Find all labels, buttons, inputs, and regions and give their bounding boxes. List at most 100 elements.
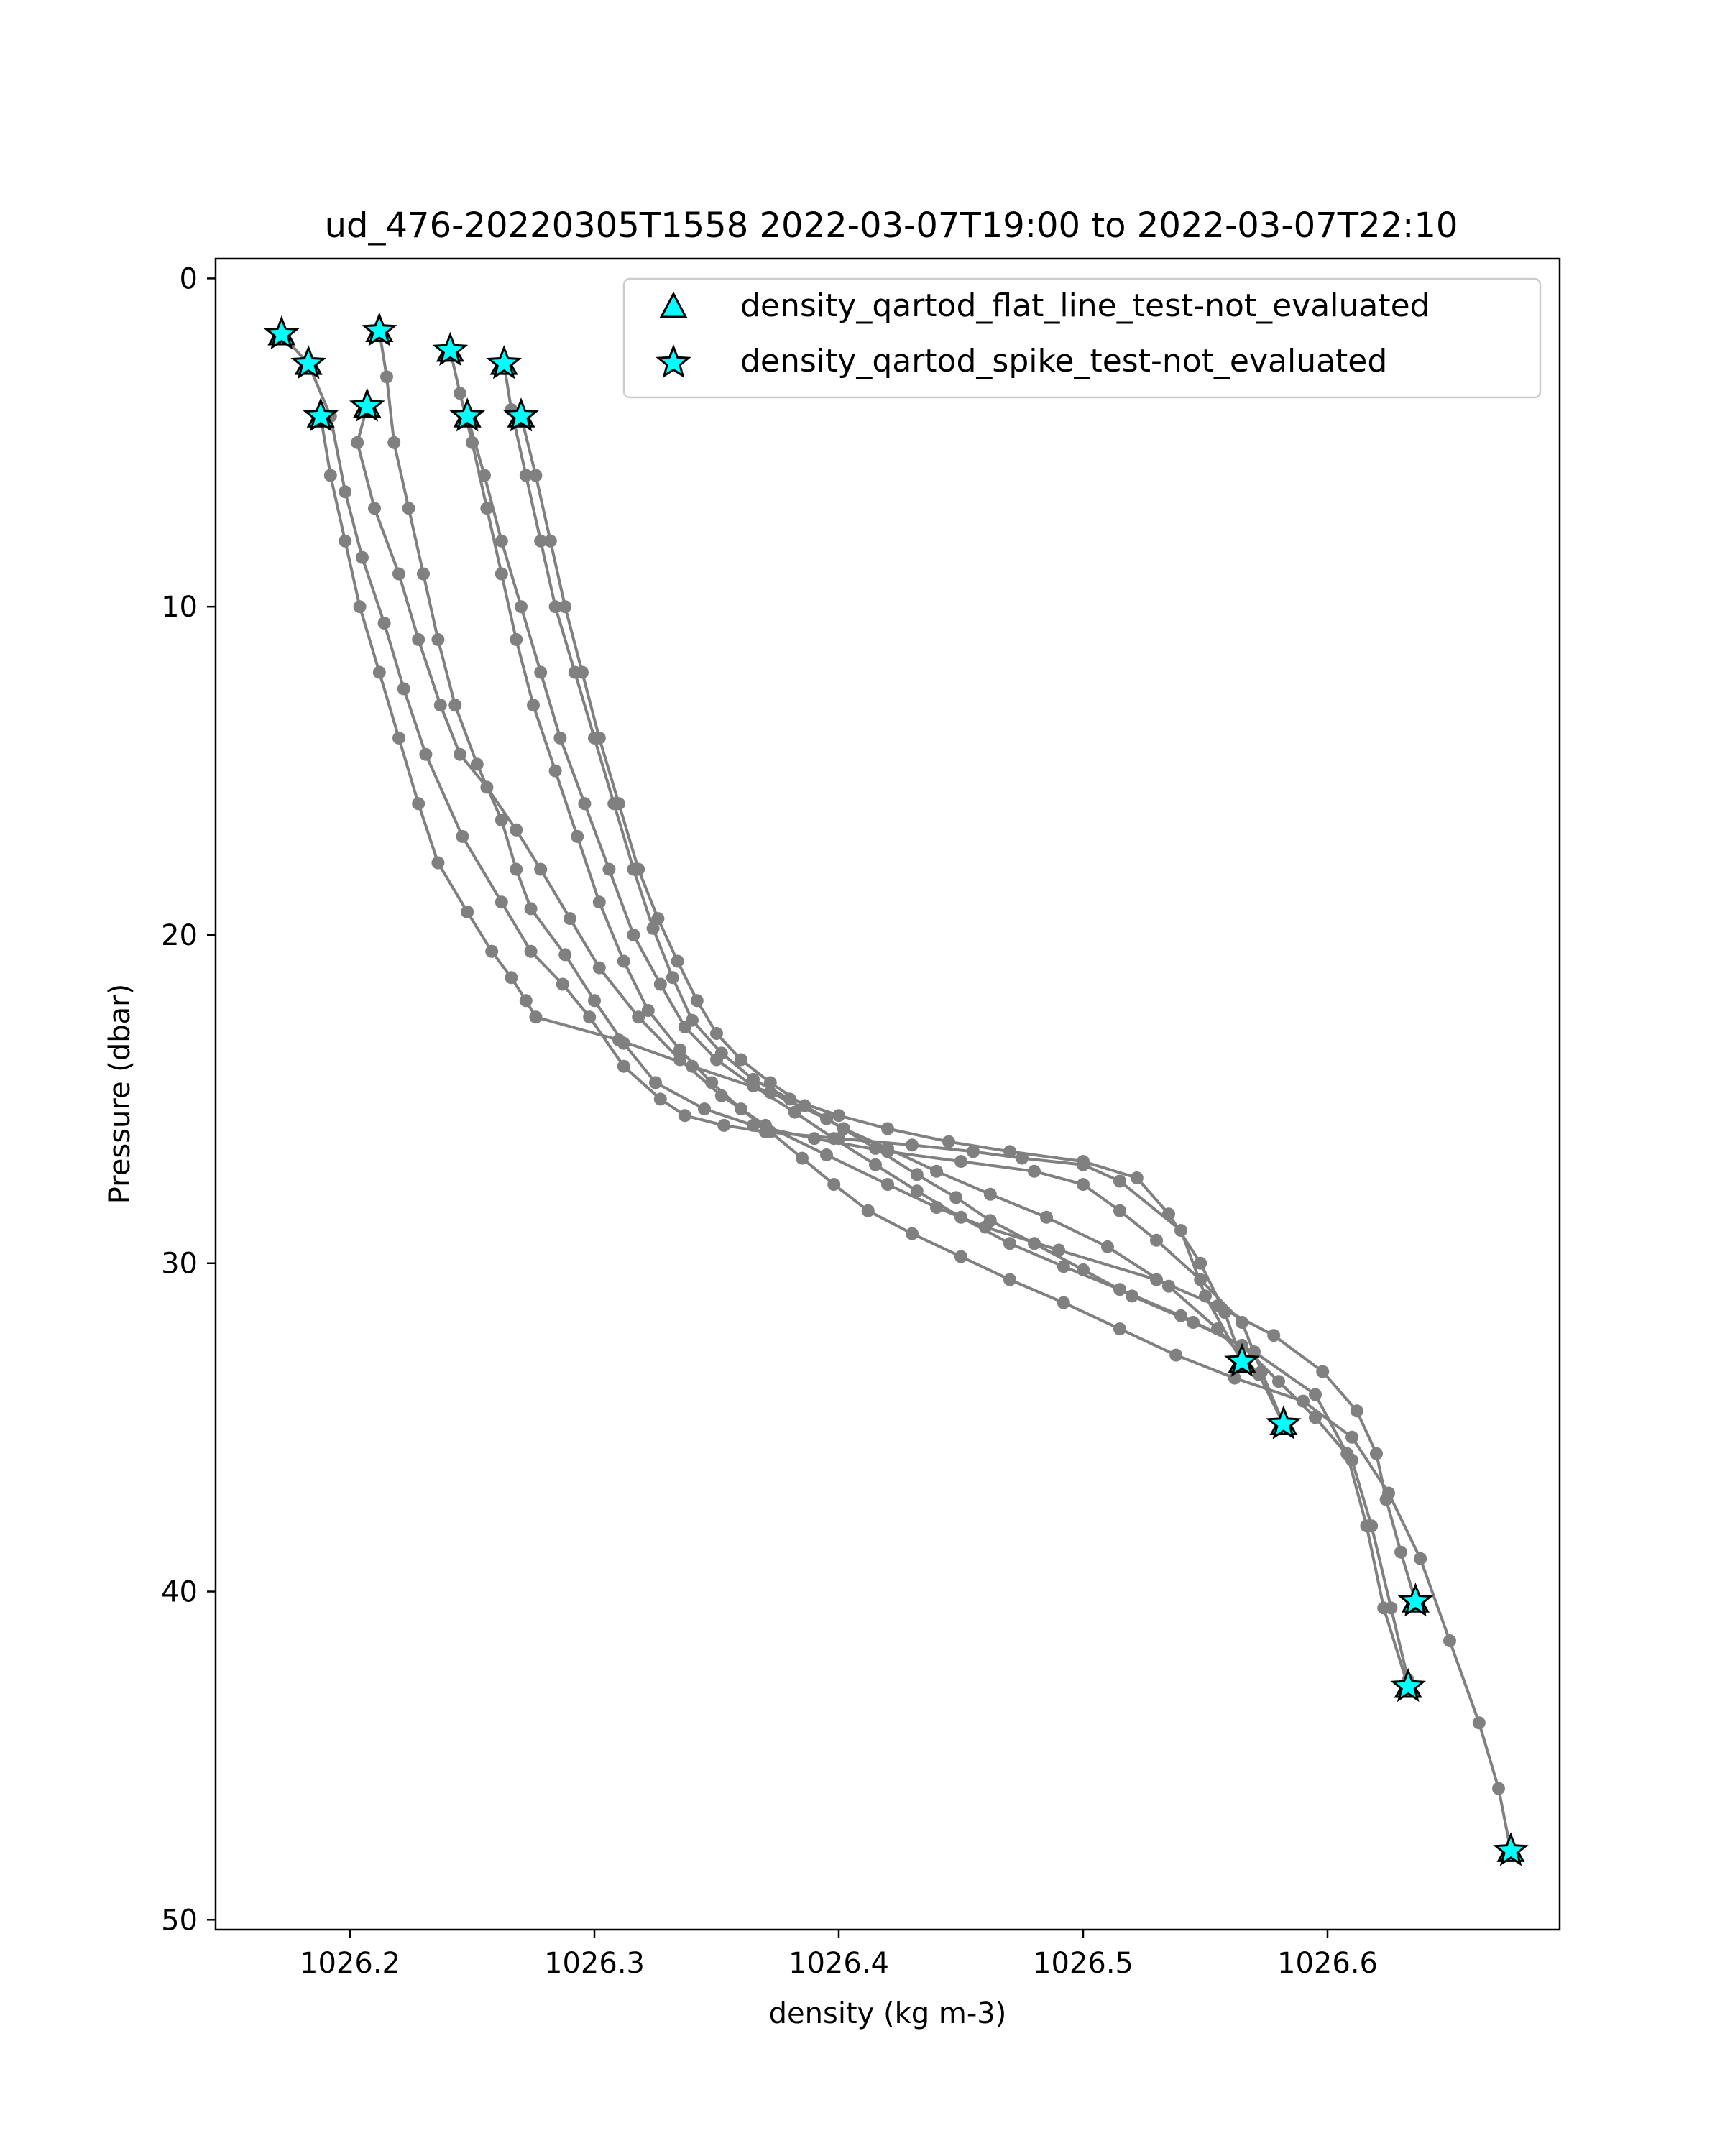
profile-8-point [576,665,589,679]
profile-5-point [1003,1273,1016,1286]
profile-6-point [519,469,533,482]
profile-4-point [949,1191,963,1204]
profile-3-point [412,632,426,646]
profile-5-point [1472,1716,1486,1730]
profile-2-point [470,757,484,771]
profile-2-point [402,502,415,515]
legend-frame [622,277,1542,399]
legend-star-glyph [656,344,691,379]
legend: density_qartod_flat_line_test-not_evalua… [622,277,1542,399]
profile-4-point [820,1112,833,1125]
legend-label-flat-line: density_qartod_flat_line_test-not_evalua… [740,287,1430,324]
profile-6-point [881,1122,894,1135]
spike-flag-marker [1493,1832,1529,1866]
profile-8-point [735,1053,748,1067]
profile-7-point [478,469,491,482]
profile-5-point [1382,1486,1395,1500]
profile-3-point [564,912,576,926]
profile-1-point [456,829,469,843]
y-tick-label: 40 [161,1576,198,1609]
profile-5-point [494,567,508,581]
profile-1-point [377,617,391,630]
profile-1-point [1016,1151,1029,1165]
profile-6-point [646,921,660,935]
profile-3-point [480,780,494,794]
profile-7-point [710,1053,723,1067]
profile-4-point [353,600,367,614]
legend-label-spike: density_qartod_spike_test-not_evaluated [740,343,1387,379]
profile-3-point [632,1010,645,1024]
profile-1-point [556,977,569,991]
profile-8-point [671,954,684,968]
spike-flag-marker [1224,1342,1260,1377]
profile-3-point [534,862,548,876]
profile-8-point [1252,1368,1266,1381]
profile-7-point [678,1020,691,1033]
profile-8-point [1040,1210,1053,1224]
profile-1-point [1174,1224,1187,1238]
spike-flag-marker [486,345,523,379]
axis-ticks: 1026.2 1026.3 1026.4 1026.5 1026.6 0 10 20 30 40 5… [161,262,1378,1980]
x-tick-label: 1026.2 [300,1947,400,1980]
profile-4-point [339,534,352,548]
profile-4-point [1028,1237,1041,1250]
profile-5-point [705,1076,719,1089]
profile-2-point [808,1132,821,1146]
profile-3-point [1150,1273,1163,1286]
profile-1-point [524,944,538,958]
profile-3-point [351,436,364,449]
profile-6-point [942,1135,955,1148]
profile-1-point [397,682,410,696]
spike-flag-marker [349,387,385,422]
profile-7-point [788,1105,801,1119]
profile-5-point [480,502,494,515]
profile-5-point [1297,1394,1310,1408]
profile-4-point [1077,1263,1090,1276]
spike-flag-marker [432,331,469,367]
profile-3-point [368,502,381,515]
profile-3-point [392,567,405,581]
profile-5-point [763,1125,777,1138]
profile-7-point [1365,1519,1379,1533]
profile-1-point [583,1010,597,1024]
profile-8-point [837,1122,850,1135]
profile-6-point [1162,1207,1175,1221]
profile-7-point [869,1158,882,1171]
profile-7-point [1003,1237,1016,1250]
profile-7-point [1309,1411,1322,1424]
x-axis-label: density (kg m-3) [769,1997,1007,2030]
chart-title: ud_476-20220305T1558 2022-03-07T19:00 to… [325,206,1458,246]
x-tick-label: 1026.6 [1277,1947,1378,1980]
spike-flag-marker [449,397,486,432]
profile-4-point [612,1033,625,1047]
profile-3-point [433,699,447,712]
profile-5-point [1057,1296,1070,1309]
legend-triangle-marker [659,291,688,318]
profile-6-point [1194,1256,1208,1270]
profile-2-point [417,567,430,581]
x-tick-label: 1026.3 [544,1947,645,1980]
profile-8-point [543,534,557,548]
profile-3-point [1370,1447,1383,1460]
profile-4-point [485,944,499,958]
profile-7-point [553,731,567,745]
spike-flag-marker [361,312,397,346]
profile-4-point [763,1086,777,1100]
profile-6-point [534,534,548,548]
profile-3-point [1267,1329,1281,1342]
profile-4-point [505,971,518,985]
profile-2-point [1028,1164,1041,1178]
profile-7-point [602,862,616,876]
profile-2-point [698,1102,711,1116]
profile-7-point [1384,1601,1398,1615]
profile-5-point [1443,1634,1456,1647]
profile-5-point [548,764,562,778]
y-tick-label: 30 [161,1248,198,1281]
profile-7-point [515,600,528,614]
profile-4-point [1187,1316,1200,1329]
spike-flag-marker [503,397,539,432]
profile-7-point [653,977,667,991]
profile-3-point [1052,1243,1065,1257]
y-axis-label: Pressure (dbar) [104,984,137,1204]
profile-4-point [910,1168,924,1181]
